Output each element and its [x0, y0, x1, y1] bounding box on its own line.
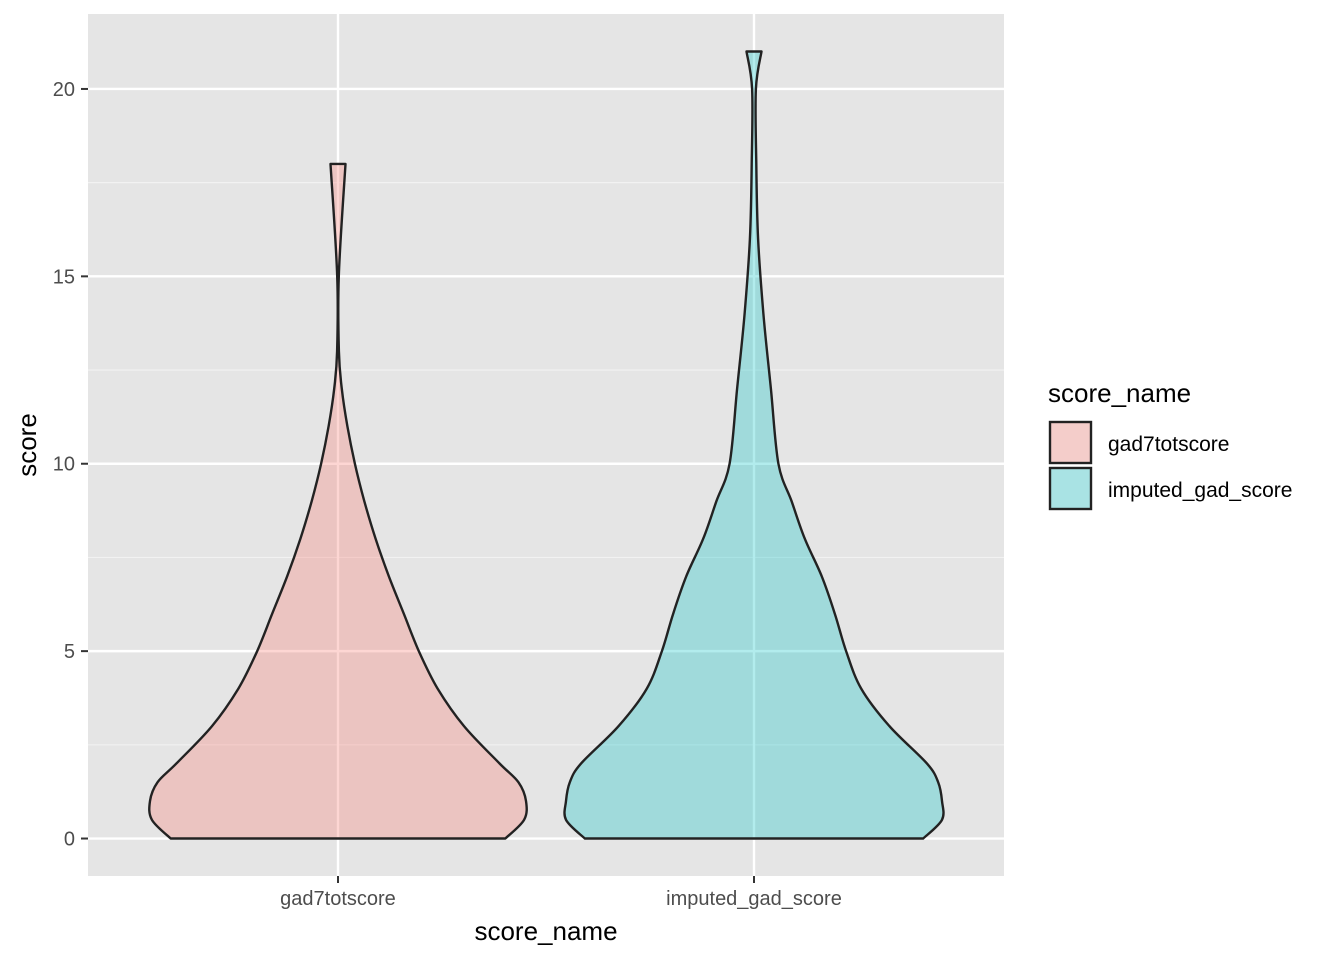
plot-panel — [88, 14, 1004, 876]
grid-minor — [88, 182, 1004, 746]
legend-key-bg — [1049, 467, 1092, 510]
legend-items: gad7totscore imputed_gad_score — [1048, 420, 1292, 511]
y-axis-title: score — [12, 413, 42, 477]
violin-gad7totscore — [148, 162, 528, 840]
legend-label: gad7totscore — [1108, 433, 1229, 456]
violin-imputed_gad_score — [563, 50, 945, 840]
y-axis: 0 5 10 15 20 — [53, 79, 88, 851]
y-tick-label: 20 — [53, 79, 75, 101]
x-axis: gad7totscore imputed_gad_score — [280, 876, 842, 910]
legend-label: imputed_gad_score — [1108, 479, 1292, 502]
legend: score_name gad7totscore imputed_gad_score — [1048, 378, 1292, 511]
y-tick-label: 0 — [64, 829, 75, 851]
legend-title: score_name — [1048, 378, 1191, 408]
grid-major — [88, 14, 1004, 876]
y-tick-label: 15 — [53, 266, 75, 288]
x-axis-title: score_name — [474, 916, 617, 946]
x-tick-label: gad7totscore — [280, 888, 396, 910]
y-tick-label: 10 — [53, 454, 75, 476]
legend-key-bg — [1049, 421, 1092, 464]
x-tick-label: imputed_gad_score — [666, 888, 842, 910]
legend-swatch — [1048, 466, 1093, 511]
violins — [148, 50, 945, 840]
legend-swatch — [1048, 420, 1093, 465]
y-tick-label: 5 — [64, 641, 75, 663]
